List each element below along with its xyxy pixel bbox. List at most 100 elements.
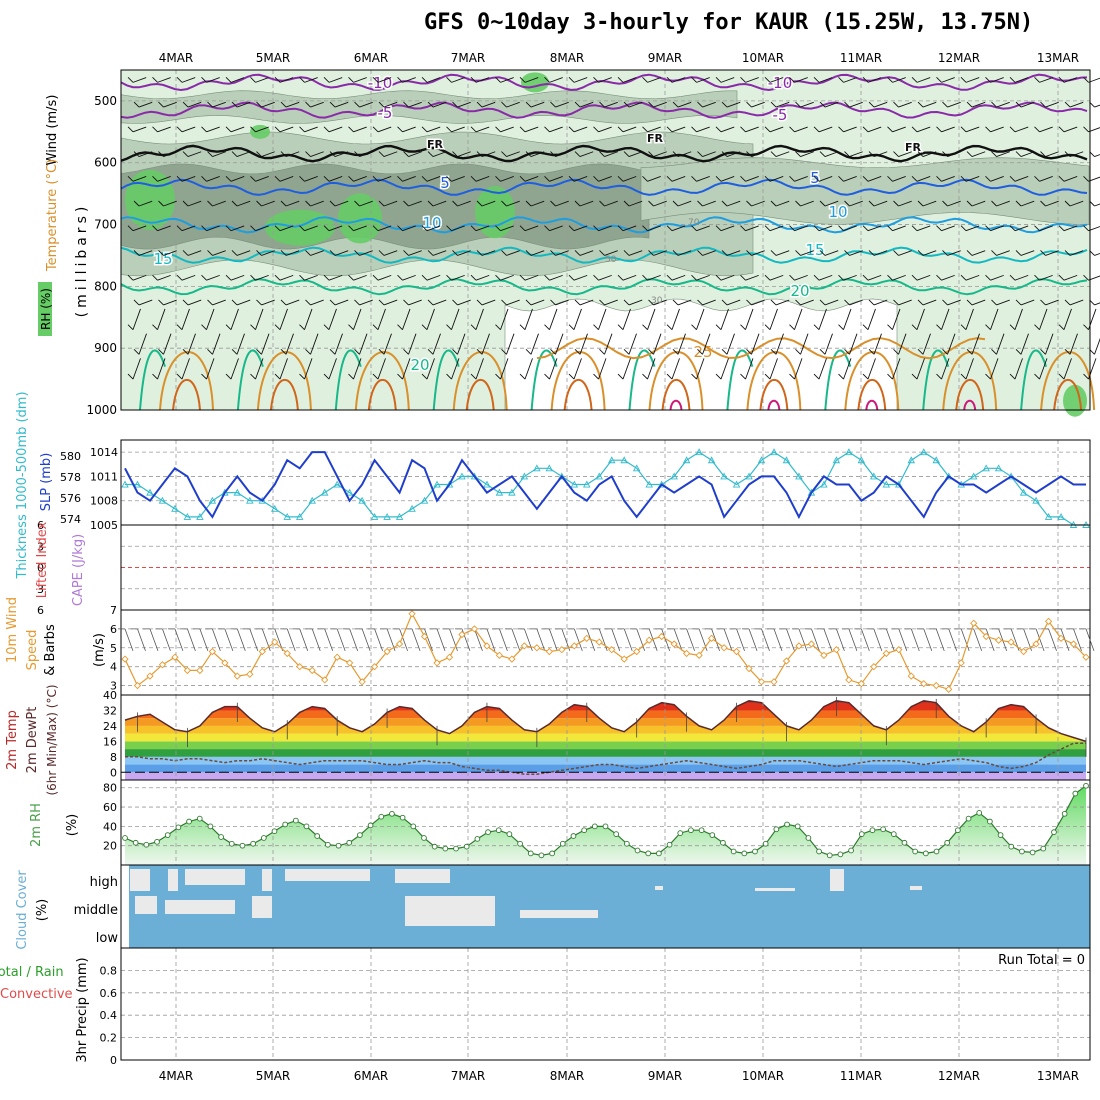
wind-barb xyxy=(397,77,416,83)
wind-barb xyxy=(1009,274,1029,281)
wind-barb xyxy=(568,225,588,232)
wind-barb xyxy=(936,308,950,330)
wind-barb xyxy=(348,225,367,232)
wind-barb xyxy=(378,200,398,207)
wind-barb xyxy=(348,175,367,182)
wind-barb xyxy=(617,225,637,232)
wind-barb xyxy=(397,274,416,281)
rh2m-point xyxy=(260,835,267,841)
wind-barb xyxy=(501,151,520,157)
rh-green-patch xyxy=(125,169,175,230)
wind-barb xyxy=(623,151,643,157)
wind-barb xyxy=(378,151,398,157)
wind-barb xyxy=(813,175,833,182)
thickness-point xyxy=(820,480,828,488)
wind-barb xyxy=(274,308,288,330)
wind-barb xyxy=(862,126,882,133)
wind-barb xyxy=(323,274,343,281)
wind-barb xyxy=(525,200,545,207)
thickness-point xyxy=(533,464,541,472)
wind-barb xyxy=(568,308,582,330)
wind-barb xyxy=(813,274,833,281)
wind-barb xyxy=(176,126,196,133)
wind-barb xyxy=(207,151,226,157)
precip-tick-label: 0.6 xyxy=(100,987,118,1000)
wind-barb xyxy=(397,175,416,182)
wind10m-point xyxy=(208,647,217,656)
wind-barb xyxy=(495,77,514,83)
wind-barb xyxy=(127,225,147,232)
wind-barb xyxy=(397,225,416,232)
wind-barb xyxy=(127,77,147,83)
wind10m-point xyxy=(820,651,828,659)
wind10m-point xyxy=(1069,640,1078,648)
wind-barb xyxy=(1034,175,1053,182)
temp-color-band xyxy=(125,725,1086,734)
wind10m-barb xyxy=(118,628,134,652)
wind-barb xyxy=(182,333,196,355)
isotherm-label: FR xyxy=(427,138,444,151)
rh2m-point xyxy=(794,823,801,830)
isotherm-20-loop xyxy=(432,349,460,411)
wind-barb xyxy=(201,225,220,232)
cloud-gap xyxy=(405,896,495,926)
thickness-point xyxy=(1019,488,1028,496)
wind-barb xyxy=(256,333,270,355)
isotherm-label: 5 xyxy=(810,169,820,187)
wind-barb xyxy=(354,299,373,306)
wind-barb xyxy=(525,101,545,108)
thickness-point xyxy=(520,472,529,480)
wind-barb xyxy=(715,175,735,182)
wind-barb xyxy=(329,299,349,306)
isotherm-label: 15 xyxy=(153,250,172,268)
wind-barb xyxy=(966,200,986,207)
isotherm-label: 20 xyxy=(410,356,429,374)
wind-barb xyxy=(421,77,441,83)
pressure-tick-label: 1000 xyxy=(86,403,117,417)
wind10m-barb xyxy=(167,628,184,652)
wind10m-point xyxy=(420,632,429,641)
rh2m-point xyxy=(677,830,684,836)
wind-barb xyxy=(917,200,937,207)
wind10m-point xyxy=(720,644,728,652)
isotherm-25-loop xyxy=(452,351,508,411)
wind-barb xyxy=(819,250,839,256)
pressure-tick-label: 800 xyxy=(94,279,117,293)
wind-barb xyxy=(593,126,612,133)
wind10m-point xyxy=(483,642,491,650)
thickness-point xyxy=(370,512,379,520)
wind-barb xyxy=(225,126,245,133)
thickness-tick-label: 574 xyxy=(60,513,81,526)
wind-barb xyxy=(231,151,251,157)
slp-tick-label: 1014 xyxy=(90,446,118,459)
wind-barb xyxy=(942,250,961,256)
rh2m-point xyxy=(175,824,182,831)
rh-green-patch xyxy=(1063,384,1087,417)
precip-tick-label: 0.4 xyxy=(100,1009,118,1022)
wind10m-point xyxy=(346,659,354,667)
wind-barb xyxy=(672,151,692,157)
wind10m-point xyxy=(1082,653,1090,661)
wind-barb xyxy=(844,200,863,207)
wind-barb xyxy=(305,250,324,256)
wind-barb xyxy=(305,200,324,207)
wind-barb xyxy=(152,126,171,133)
wind-barb xyxy=(452,200,471,207)
wind-barb xyxy=(452,299,471,306)
wind10m-barb xyxy=(742,628,758,652)
isotherm-30-loop xyxy=(269,379,299,411)
wind-barb xyxy=(452,250,471,256)
thickness-point xyxy=(1057,512,1065,520)
wind-barb xyxy=(176,274,196,281)
wind10m-barb xyxy=(979,628,995,652)
wind10m-point xyxy=(458,630,466,639)
thickness-tick-label: 576 xyxy=(60,492,81,505)
wind-barb xyxy=(152,175,171,182)
wind-barb xyxy=(862,175,882,182)
wind-barb xyxy=(182,200,202,207)
wind-barb xyxy=(648,333,662,355)
precip-tick-label: 0.2 xyxy=(100,1032,118,1045)
x-tick-label-top: 7MAR xyxy=(451,51,486,65)
wind-barb xyxy=(525,333,539,355)
wind-barb xyxy=(770,250,790,256)
